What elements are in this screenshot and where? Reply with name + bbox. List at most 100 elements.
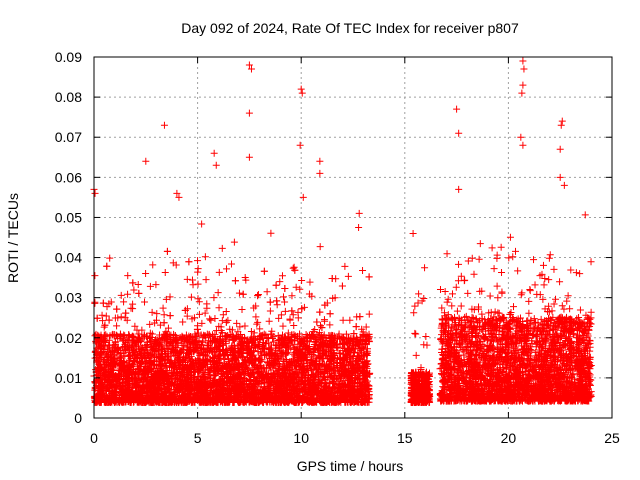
data-point [194, 257, 202, 265]
data-point [290, 321, 298, 329]
data-point [331, 294, 339, 302]
data-point [233, 319, 241, 327]
data-point [263, 288, 271, 296]
data-point [179, 318, 187, 326]
data-point [281, 298, 289, 306]
data-point [149, 261, 157, 269]
data-point [91, 272, 99, 280]
data-point [91, 298, 99, 306]
data-point [189, 281, 197, 289]
data-point [164, 324, 172, 332]
data-point [141, 298, 149, 306]
data-point [100, 323, 108, 331]
data-point [195, 298, 203, 306]
data-point [117, 313, 125, 321]
data-point [195, 310, 203, 318]
data-point [201, 253, 209, 261]
data-point [194, 295, 202, 303]
data-point [183, 275, 191, 283]
data-point [272, 281, 280, 289]
data-point [134, 281, 142, 289]
data-point [279, 293, 287, 301]
data-point [169, 259, 177, 267]
data-point [346, 316, 354, 324]
data-point [292, 283, 300, 291]
data-point [124, 272, 132, 280]
data-point [281, 307, 289, 315]
data-point [202, 276, 210, 284]
data-point [296, 285, 304, 293]
data-point [223, 265, 231, 273]
data-point [188, 276, 196, 284]
data-point [306, 278, 314, 286]
data-point [187, 293, 195, 301]
data-point [153, 310, 161, 318]
data-point [355, 223, 363, 231]
data-point [148, 308, 156, 316]
data-point [339, 316, 347, 324]
data-point [160, 311, 168, 319]
data-point [320, 316, 328, 324]
data-point [161, 269, 169, 277]
data-point [230, 238, 238, 246]
data-point [241, 322, 249, 330]
data-point [129, 279, 137, 287]
data-point [98, 311, 106, 319]
data-point [120, 298, 128, 306]
data-point [210, 294, 218, 302]
data-point [326, 321, 334, 329]
data-point [113, 322, 121, 330]
data-point [267, 330, 275, 338]
data-point [194, 265, 202, 273]
data-point [241, 273, 249, 281]
data-point [265, 317, 273, 325]
data-point [254, 291, 262, 299]
data-point [231, 356, 239, 364]
data-point [253, 320, 261, 328]
data-point [124, 290, 132, 298]
data-point [273, 301, 281, 309]
data-point [267, 229, 275, 237]
data-point [142, 270, 150, 278]
chart-title: Day 092 of 2024, Rate Of TEC Index for r… [181, 20, 519, 36]
data-point [228, 260, 236, 268]
data-point [252, 313, 260, 321]
data-point [218, 244, 226, 252]
data-point [152, 281, 160, 289]
data-point [254, 318, 262, 326]
data-point [316, 243, 324, 251]
data-point [198, 220, 206, 228]
data-point [344, 272, 352, 280]
data-point [260, 267, 268, 275]
data-point [206, 315, 214, 323]
data-points [90, 57, 595, 407]
data-point [235, 289, 243, 297]
data-point [215, 268, 223, 276]
data-point [130, 286, 138, 294]
data-point [131, 322, 139, 330]
data-point [238, 305, 246, 313]
data-point [146, 282, 154, 290]
data-point [278, 272, 286, 280]
data-point [146, 320, 154, 328]
data-point [215, 304, 223, 312]
data-point [290, 263, 298, 271]
data-point [256, 325, 264, 333]
data-point [163, 247, 171, 255]
data-point [102, 312, 110, 320]
data-point [266, 307, 274, 315]
data-point [214, 289, 222, 297]
data-point [203, 300, 211, 308]
data-point [326, 310, 334, 318]
data-point [359, 267, 367, 275]
data-point [117, 291, 125, 299]
data-point [123, 316, 131, 324]
data-point [298, 276, 306, 284]
data-point [106, 254, 114, 262]
data-point [286, 315, 294, 323]
data-point [279, 322, 287, 330]
data-point [194, 280, 202, 288]
data-point [341, 262, 349, 270]
data-point [201, 309, 209, 317]
